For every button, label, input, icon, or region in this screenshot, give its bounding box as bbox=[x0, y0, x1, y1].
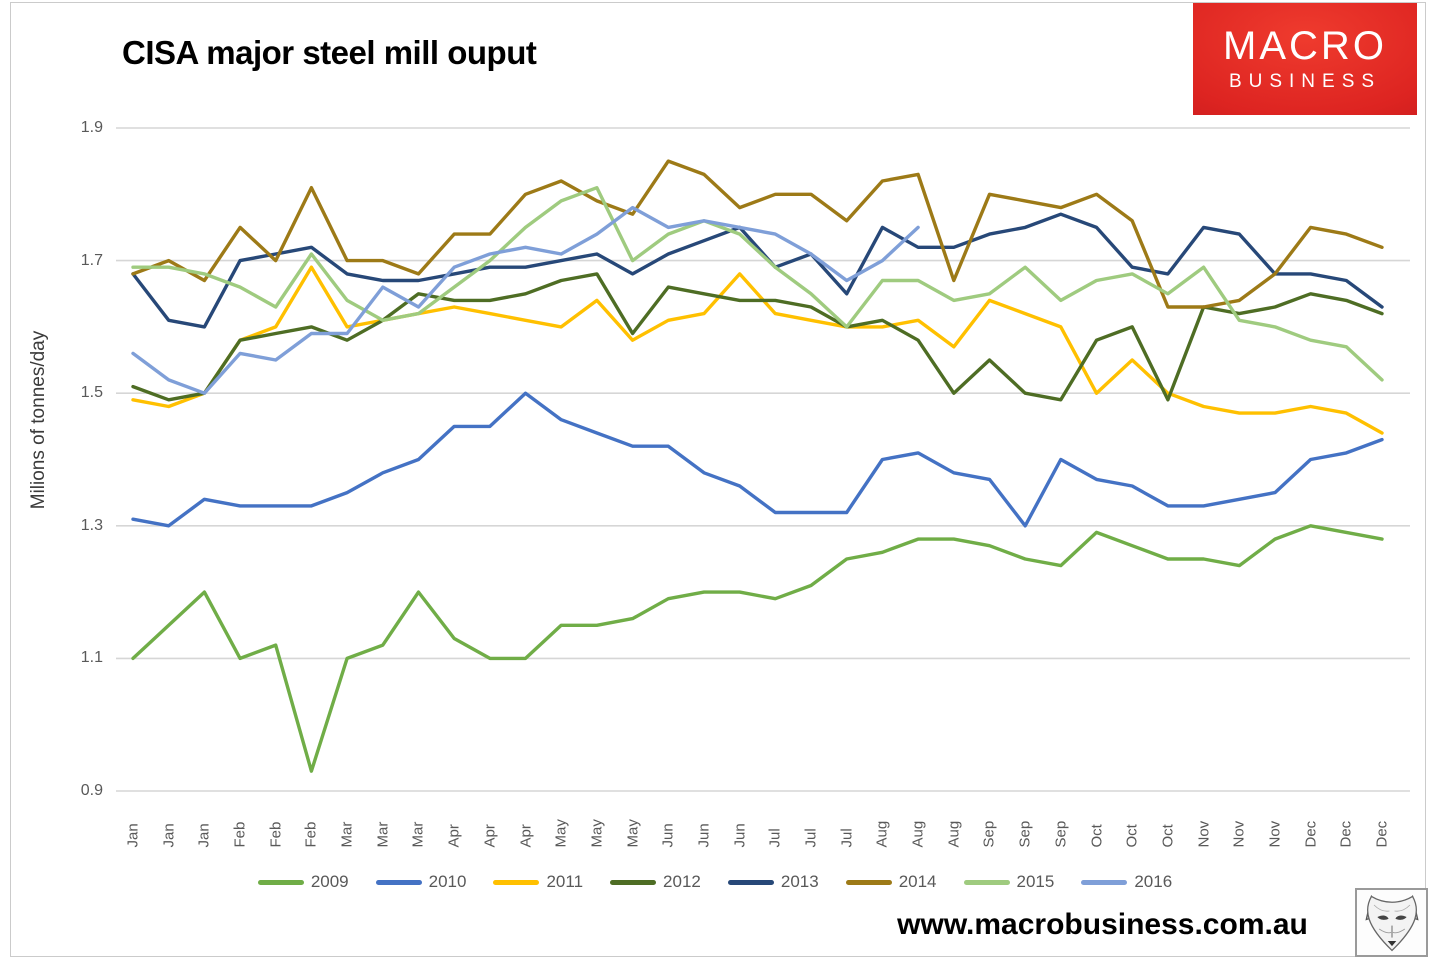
x-axis-label: Jan bbox=[124, 823, 142, 848]
x-axis-label: Apr bbox=[481, 824, 499, 848]
legend-label-2013: 2013 bbox=[780, 872, 819, 891]
legend-label-2011: 2011 bbox=[546, 872, 584, 891]
x-axis-label: Aug bbox=[909, 820, 927, 848]
x-axis-label: Jul bbox=[802, 828, 820, 848]
legend-swatch-2009 bbox=[257, 879, 304, 885]
x-axis-label: Jul bbox=[838, 828, 856, 848]
x-axis-label: Jan bbox=[160, 823, 178, 848]
x-axis-label: Nov bbox=[1230, 820, 1248, 848]
x-axis-label: Dec bbox=[1337, 820, 1355, 848]
legend-swatch-2016 bbox=[1081, 879, 1128, 885]
series-line-2016 bbox=[131, 205, 920, 395]
legend-label-2010: 2010 bbox=[428, 872, 467, 891]
fox-head-icon bbox=[1364, 894, 1419, 951]
series-line-2013 bbox=[131, 212, 1384, 329]
legend-swatch-2011 bbox=[493, 879, 540, 885]
macrobusiness-logo: MACRO BUSINESS bbox=[1193, 3, 1417, 115]
legend-swatch-2014 bbox=[845, 879, 892, 885]
x-axis-label: Nov bbox=[1266, 820, 1284, 848]
legend-label-2014: 2014 bbox=[898, 872, 937, 891]
x-axis-label: Feb bbox=[231, 821, 249, 848]
legend-swatch-2015 bbox=[963, 879, 1010, 885]
x-axis-label: Oct bbox=[1159, 824, 1177, 848]
legend-item-2009: 2009 bbox=[257, 872, 349, 892]
x-axis-label: Apr bbox=[445, 824, 463, 848]
logo-line-business: BUSINESS bbox=[1228, 71, 1382, 92]
legend-item-2010: 2010 bbox=[375, 872, 467, 892]
x-axis-label: Sep bbox=[1052, 820, 1070, 848]
y-tick-label: 1.5 bbox=[80, 384, 103, 402]
x-axis-label: Jun bbox=[731, 823, 749, 848]
legend-label-2016: 2016 bbox=[1134, 872, 1173, 891]
legend-item-2013: 2013 bbox=[727, 872, 819, 892]
x-axis-label: Mar bbox=[409, 821, 427, 848]
series-line-2012 bbox=[131, 272, 1384, 402]
series-line-2015 bbox=[131, 185, 1384, 382]
legend-swatch-2010 bbox=[375, 879, 422, 885]
x-axis-label: Dec bbox=[1302, 820, 1320, 848]
y-tick-label: 1.3 bbox=[80, 516, 103, 534]
x-axis-label: May bbox=[552, 819, 570, 848]
legend-item-2014: 2014 bbox=[845, 872, 937, 892]
chart-legend: 2009 2010 2011 2012 2013 2014 2015 2016 bbox=[0, 872, 1430, 892]
x-axis-label: Jun bbox=[659, 823, 677, 848]
x-axis-label: Nov bbox=[1195, 820, 1213, 848]
x-axis-label: Oct bbox=[1088, 824, 1106, 848]
x-axis-label: Sep bbox=[980, 820, 998, 848]
legend-swatch-2012 bbox=[610, 879, 657, 885]
legend-item-2012: 2012 bbox=[610, 872, 701, 892]
legend-item-2016: 2016 bbox=[1081, 872, 1172, 892]
logo-line-macro: MACRO bbox=[1223, 24, 1387, 68]
x-axis-label: Apr bbox=[517, 824, 535, 848]
fox-logo-box bbox=[1355, 888, 1428, 957]
x-axis-label: Jul bbox=[766, 828, 784, 848]
y-tick-label: 1.1 bbox=[80, 649, 103, 667]
series-line-2014 bbox=[131, 159, 1384, 309]
x-axis-label: May bbox=[588, 819, 606, 848]
x-axis-label: Feb bbox=[267, 821, 285, 848]
x-axis-label: Aug bbox=[873, 820, 891, 848]
x-axis-label: Dec bbox=[1373, 820, 1391, 848]
legend-label-2009: 2009 bbox=[310, 872, 349, 891]
legend-label-2015: 2015 bbox=[1016, 872, 1055, 891]
website-text: www.macrobusiness.com.au bbox=[897, 908, 1308, 941]
x-axis-label: Mar bbox=[374, 821, 392, 848]
x-axis-label: Sep bbox=[1016, 820, 1034, 848]
x-axis-label: May bbox=[624, 819, 642, 848]
legend-item-2011: 2011 bbox=[493, 872, 583, 892]
x-axis-label: Aug bbox=[945, 820, 963, 848]
page-title: CISA major steel mill ouput bbox=[122, 34, 537, 71]
y-tick-label: 0.9 bbox=[80, 782, 103, 799]
y-tick-label: 1.7 bbox=[80, 251, 103, 269]
legend-label-2012: 2012 bbox=[663, 872, 701, 891]
series-line-2011 bbox=[131, 265, 1384, 435]
series-line-2009 bbox=[131, 524, 1384, 773]
x-axis-label: Jun bbox=[695, 823, 713, 848]
x-axis-label: Feb bbox=[302, 821, 320, 848]
series-line-2010 bbox=[131, 391, 1384, 528]
x-axis-label: Oct bbox=[1123, 824, 1141, 848]
y-tick-label: 1.9 bbox=[80, 119, 103, 136]
x-axis-label: Mar bbox=[338, 821, 356, 848]
legend-swatch-2013 bbox=[727, 879, 774, 885]
legend-item-2015: 2015 bbox=[963, 872, 1055, 892]
x-axis-label: Jan bbox=[195, 823, 213, 848]
